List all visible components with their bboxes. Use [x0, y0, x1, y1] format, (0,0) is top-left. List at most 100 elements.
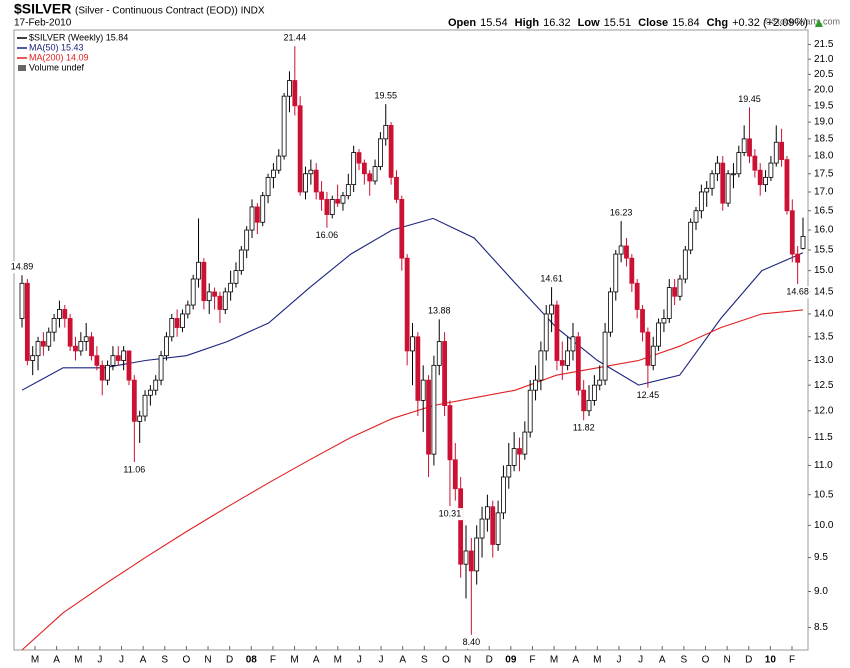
candle-body — [688, 221, 694, 251]
x-tick-label: D — [486, 655, 493, 666]
candle-body — [105, 364, 110, 381]
candle-body — [281, 95, 287, 157]
change-arrow — [814, 19, 823, 27]
candle-body — [254, 206, 260, 223]
legend-entry: MA(200) 14.09 — [29, 52, 89, 62]
candle-body — [249, 206, 255, 231]
candle-body — [260, 195, 266, 223]
annotation-bg — [608, 207, 635, 220]
candle-body — [629, 257, 635, 284]
candle-body — [693, 210, 699, 223]
y-tick-label: 21.0 — [814, 54, 834, 65]
x-tick-label: M — [593, 655, 601, 666]
x-tick-label: S — [681, 655, 688, 666]
quote-label: High — [515, 17, 540, 29]
x-tick-label: J — [119, 655, 124, 666]
candle-body — [78, 341, 84, 352]
candle-body — [51, 318, 57, 333]
x-tick-label: M — [31, 655, 39, 666]
candle-body — [142, 394, 148, 417]
annotation-bg — [313, 229, 340, 242]
candle-body — [115, 355, 121, 361]
x-tick-label: M — [550, 655, 558, 666]
candle-body — [399, 199, 405, 259]
x-tick-label: S — [421, 655, 428, 666]
x-tick-label: A — [53, 655, 60, 666]
annotation-bg — [458, 636, 485, 649]
candle-body — [287, 80, 292, 97]
candle-body — [206, 291, 212, 302]
y-tick-label: 18.0 — [814, 151, 834, 162]
candle-body — [661, 318, 667, 324]
candle-body — [415, 336, 421, 401]
candle-body — [57, 309, 62, 319]
x-tick-label: J — [97, 655, 102, 666]
candle-body — [698, 191, 704, 212]
candle-body — [602, 331, 608, 381]
x-tick-label: F — [270, 655, 276, 666]
candle-body — [404, 257, 410, 352]
y-tick-label: 19.5 — [814, 100, 834, 111]
candle-body — [474, 537, 480, 572]
candle-body — [650, 345, 656, 366]
candle-body — [720, 162, 726, 204]
quote-label: Close — [638, 17, 668, 29]
x-tick-label: J — [357, 655, 362, 666]
candle-body — [789, 210, 795, 255]
x-tick-label: N — [204, 655, 211, 666]
candle-body — [222, 291, 228, 310]
candle-body — [715, 162, 720, 175]
candle-body — [212, 291, 217, 297]
y-tick-label: 16.5 — [814, 205, 834, 216]
x-tick-label: D — [745, 655, 752, 666]
candle-body — [73, 345, 78, 352]
candle-body — [83, 336, 89, 342]
candle-body — [800, 235, 806, 249]
x-tick-label: O — [442, 655, 450, 666]
candle-body — [201, 261, 207, 302]
annotation: 8.40 — [463, 637, 481, 647]
candle-body — [517, 448, 522, 455]
candle-body — [297, 105, 303, 193]
annotation: 11.82 — [573, 423, 595, 433]
candle-body — [747, 138, 752, 157]
candle-body — [447, 405, 453, 461]
annotation: 21.44 — [284, 33, 307, 43]
candle-body — [196, 261, 201, 280]
candle-body — [46, 331, 52, 347]
quote-value: 15.51 — [604, 17, 632, 29]
candle-body — [308, 169, 314, 175]
candle-body — [137, 415, 143, 422]
annotation-bg — [634, 389, 661, 402]
x-tick-label: O — [702, 655, 710, 666]
candle-body — [292, 80, 298, 107]
candle-body — [565, 350, 571, 366]
candle-body — [121, 350, 127, 361]
x-tick-label: S — [161, 655, 168, 666]
candle-body — [795, 253, 801, 263]
candle-body — [501, 476, 506, 514]
x-tick-label: A — [313, 655, 320, 666]
candle-body — [351, 152, 357, 186]
candle-body — [40, 341, 46, 347]
candle-body — [533, 379, 538, 391]
candle-body — [559, 360, 565, 366]
x-tick-label: 08 — [246, 655, 258, 666]
candle-body — [233, 270, 239, 284]
y-tick-label: 17.5 — [814, 168, 834, 179]
candle-body — [591, 384, 597, 401]
x-tick-label: A — [140, 655, 147, 666]
candle-body — [99, 364, 105, 381]
candle-body — [442, 341, 447, 406]
y-tick-label: 12.5 — [814, 380, 834, 391]
legend-swatch — [18, 65, 26, 71]
y-tick-label: 15.0 — [814, 265, 834, 276]
legend-entry: MA(50) 15.43 — [29, 42, 84, 52]
candle-body — [586, 400, 592, 412]
candle-body — [164, 336, 169, 357]
quote-value: 15.84 — [672, 17, 700, 29]
candle-body — [313, 169, 319, 193]
candle-body — [169, 318, 175, 338]
annotation: 13.88 — [428, 306, 451, 316]
